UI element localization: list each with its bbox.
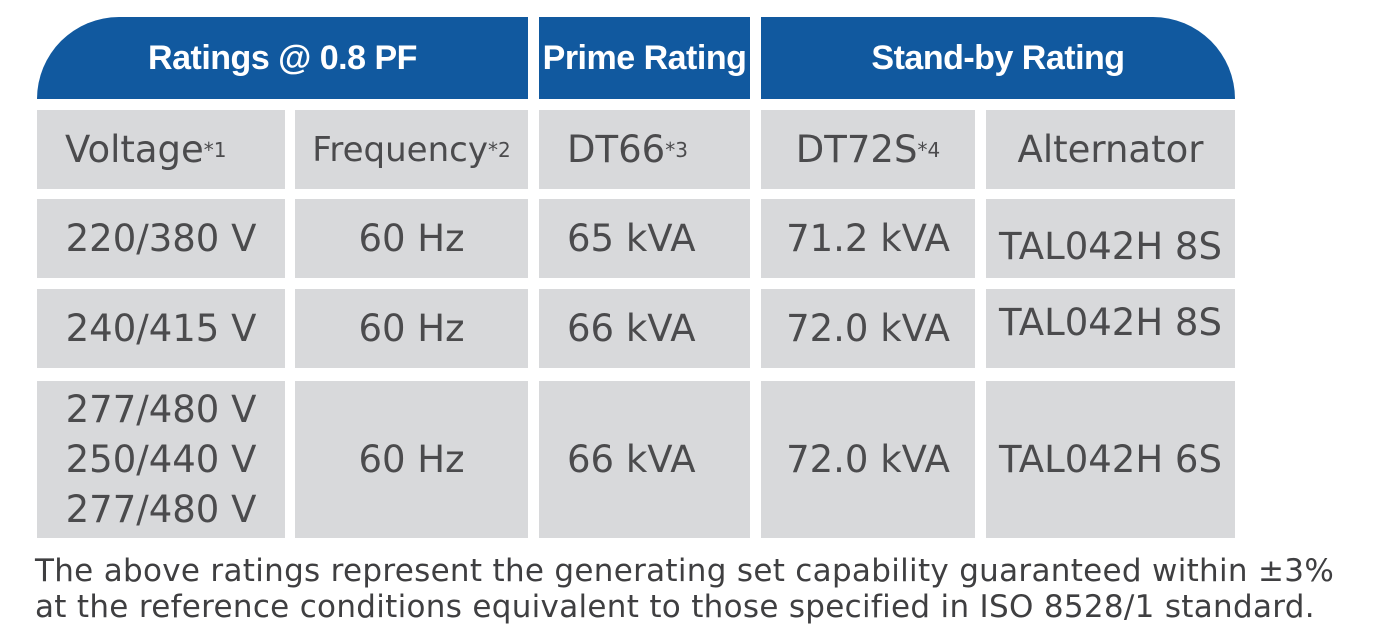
frequency-value: 60 Hz: [358, 306, 465, 350]
col-voltage-label: Voltage: [65, 127, 204, 171]
col-header-dt72s: DT72S *4: [761, 110, 975, 189]
header-ratings-label: Ratings @ 0.8 PF: [148, 38, 417, 77]
col-dt72s-label: DT72S: [795, 127, 918, 171]
col-frequency-label: Frequency: [312, 129, 488, 170]
table-row-2-frequency: 60 Hz: [295, 289, 528, 368]
standby-value: 72.0 kVA: [786, 306, 950, 350]
footnote: The above ratings represent the generati…: [35, 553, 1385, 625]
voltage-value: 277/480 V: [65, 487, 257, 531]
footnote-line-2: at the reference conditions equivalent t…: [35, 589, 1315, 625]
prime-value: 66 kVA: [567, 306, 696, 350]
alternator-value: TAL042H 8S: [999, 300, 1222, 344]
prime-value: 65 kVA: [567, 216, 696, 260]
voltage-value: 250/440 V: [65, 437, 257, 481]
standby-value: 71.2 kVA: [786, 216, 950, 260]
col-header-alternator: Alternator: [986, 110, 1235, 189]
table-row-2-prime: 66 kVA: [539, 289, 750, 368]
col-alternator-label: Alternator: [1017, 127, 1204, 171]
header-standby-label: Stand-by Rating: [871, 38, 1125, 77]
standby-value: 72.0 kVA: [786, 437, 950, 481]
header-prime-label: Prime Rating: [542, 38, 747, 77]
header-ratings: Ratings @ 0.8 PF: [37, 17, 528, 99]
voltage-value: 240/415 V: [65, 306, 257, 350]
header-prime-rating: Prime Rating: [539, 17, 750, 99]
table-row-3-frequency: 60 Hz: [295, 381, 528, 538]
frequency-value: 60 Hz: [358, 437, 465, 481]
table-row-1-prime: 65 kVA: [539, 199, 750, 278]
table-row-2-alternator: TAL042H 8S: [986, 289, 1235, 368]
table-row-2-voltage: 240/415 V: [37, 289, 285, 368]
alternator-value: TAL042H 8S: [999, 224, 1222, 268]
table-row-3-prime: 66 kVA: [539, 381, 750, 538]
alternator-value: TAL042H 6S: [999, 437, 1222, 481]
table-row-3-voltage: 277/480 V 250/440 V 277/480 V: [37, 381, 285, 538]
col-header-voltage: Voltage *1: [37, 110, 285, 189]
table-row-1-frequency: 60 Hz: [295, 199, 528, 278]
prime-value: 66 kVA: [567, 437, 696, 481]
table-row-2-standby: 72.0 kVA: [761, 289, 975, 368]
header-standby-rating: Stand-by Rating: [761, 17, 1235, 99]
table-row-3-standby: 72.0 kVA: [761, 381, 975, 538]
voltage-value: 277/480 V: [65, 387, 257, 431]
table-row-1-voltage: 220/380 V: [37, 199, 285, 278]
table-row-1-alternator: TAL042H 8S: [986, 199, 1235, 278]
col-header-frequency: Frequency *2: [295, 110, 528, 189]
voltage-value: 220/380 V: [65, 216, 257, 260]
footnote-line-1: The above ratings represent the generati…: [35, 553, 1335, 589]
col-dt66-label: DT66: [567, 127, 666, 171]
col-header-dt66: DT66 *3: [539, 110, 750, 189]
table-row-3-alternator: TAL042H 6S: [986, 381, 1235, 538]
frequency-value: 60 Hz: [358, 216, 465, 260]
table-row-1-standby: 71.2 kVA: [761, 199, 975, 278]
